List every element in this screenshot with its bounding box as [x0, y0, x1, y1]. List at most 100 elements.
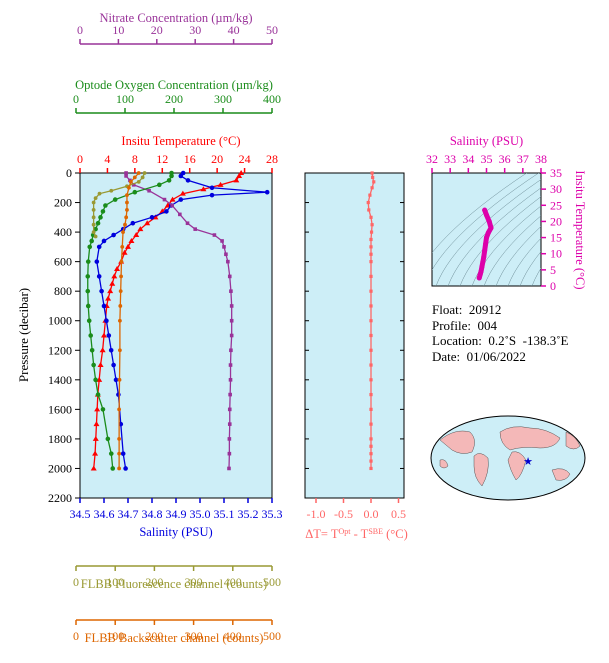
nitrate-point	[193, 227, 197, 231]
temperature-axis-label: Insitu Temperature (°C)	[121, 134, 240, 148]
pressure-axis-label: Pressure (decibar)	[16, 288, 31, 382]
delta-t-point	[366, 200, 370, 205]
salinity-point	[123, 466, 128, 471]
backscatter-point	[118, 304, 123, 308]
temperature-point	[200, 186, 207, 192]
ts-salinity-tick-label: 34	[462, 152, 474, 166]
delta-t-point	[369, 230, 374, 234]
backscatter-point	[118, 318, 122, 323]
salinity-point	[94, 259, 100, 264]
temperature-tick-label: 20	[211, 152, 223, 166]
nitrate-point	[131, 183, 136, 187]
backscatter-point	[118, 289, 123, 294]
nitrate-point	[170, 203, 174, 208]
ts-temperature-tick-label: 10	[550, 247, 562, 261]
oxygen-point	[110, 466, 116, 471]
salinity-point	[106, 333, 112, 338]
temperature-tick-label: 4	[104, 152, 110, 166]
delta-t-point	[369, 348, 373, 352]
ts-temperature-tick-label: 0	[550, 279, 556, 293]
ts-point	[479, 264, 485, 270]
oxygen-point	[88, 333, 93, 338]
backscatter-point	[125, 200, 129, 205]
salinity-tick-label: 34.9	[166, 507, 187, 521]
ts-density-contour	[495, 226, 541, 286]
temperature-point	[238, 170, 245, 175]
float-location: Location: 0.2˚S -138.3˚E	[432, 333, 569, 348]
backscatter-axis-label: FLBB Backscatter channel (counts)	[85, 631, 264, 645]
fluorescence-point	[91, 215, 96, 220]
ts-point	[476, 275, 482, 281]
temperature-tick-label: 8	[132, 152, 138, 166]
salinity-tick-label: 34.7	[118, 507, 139, 521]
delta-t-tick-label: -0.5	[334, 507, 353, 521]
delta-t-point	[371, 175, 375, 180]
oxygen-tick-label: 200	[165, 92, 183, 106]
ts-density-contour	[483, 215, 541, 286]
pressure-tick-label: 200	[54, 196, 72, 210]
pressure-tick-label: 1000	[48, 314, 72, 328]
salinity-point	[209, 185, 215, 191]
nitrate-axis-label: Nitrate Concentration (µm/kg)	[100, 11, 253, 25]
backscatter-point	[120, 244, 125, 249]
oxygen-point	[85, 303, 91, 309]
delta-t-point	[369, 378, 373, 382]
salinity-profile-line	[96, 172, 268, 469]
ts-temperature-tick-label: 35	[550, 166, 562, 180]
delta-t-point	[369, 260, 373, 264]
delta-t-point	[369, 363, 373, 367]
fluorescence-point	[91, 230, 96, 234]
salinity-point	[111, 362, 116, 368]
delta-t-tick-label: -1.0	[307, 507, 326, 521]
temperature-point	[99, 347, 106, 353]
nitrate-point	[227, 274, 232, 279]
backscatter-point	[117, 451, 122, 456]
backscatter-point	[125, 208, 129, 212]
delta-t-point	[368, 193, 372, 197]
oxygen-point	[98, 215, 103, 220]
temperature-tick-label: 28	[266, 152, 278, 166]
nitrate-tick-label: 40	[228, 23, 240, 37]
backscatter-point	[125, 193, 129, 198]
oxygen-point	[85, 288, 91, 294]
delta-t-point	[369, 444, 373, 448]
nitrate-point	[227, 422, 232, 426]
pressure-tick-label: 600	[54, 255, 72, 269]
ts-salinity-tick-label: 32	[426, 152, 438, 166]
pressure-tick-label: 2200	[48, 491, 72, 505]
salinity-point	[101, 238, 107, 244]
ts-point	[482, 247, 488, 253]
salinity-point	[108, 347, 114, 353]
ts-salinity-tick-label: 33	[444, 152, 456, 166]
temperature-point	[114, 266, 121, 272]
oxygen-point	[91, 362, 96, 368]
delta-t-point	[369, 215, 373, 219]
oxygen-profile-line	[87, 173, 173, 469]
delta-t-point	[369, 407, 373, 411]
temperature-point	[109, 280, 116, 286]
nitrate-tick-label: 50	[266, 23, 278, 37]
nitrate-point	[229, 289, 233, 293]
pressure-tick-label: 2000	[48, 461, 72, 475]
ts-point	[481, 254, 487, 260]
ts-point	[482, 207, 488, 213]
delta-t-point	[372, 180, 376, 184]
ts-point	[486, 218, 492, 224]
salinity-point	[101, 303, 107, 309]
salinity-point	[99, 288, 104, 294]
temperature-tick-label: 16	[184, 152, 196, 166]
ts-density-contour	[432, 173, 540, 271]
pressure-tick-label: 1400	[48, 373, 72, 387]
ts-point	[480, 259, 486, 265]
temperature-point	[90, 465, 97, 471]
oxygen-point	[103, 203, 108, 208]
ts-density-contour	[459, 196, 541, 286]
nitrate-point	[224, 252, 228, 257]
ts-point	[484, 212, 489, 218]
temperature-point	[137, 226, 144, 232]
backscatter-point	[124, 215, 129, 220]
backscatter-profile-line	[118, 172, 140, 469]
nitrate-point	[147, 188, 151, 193]
nitrate-point	[178, 212, 182, 217]
